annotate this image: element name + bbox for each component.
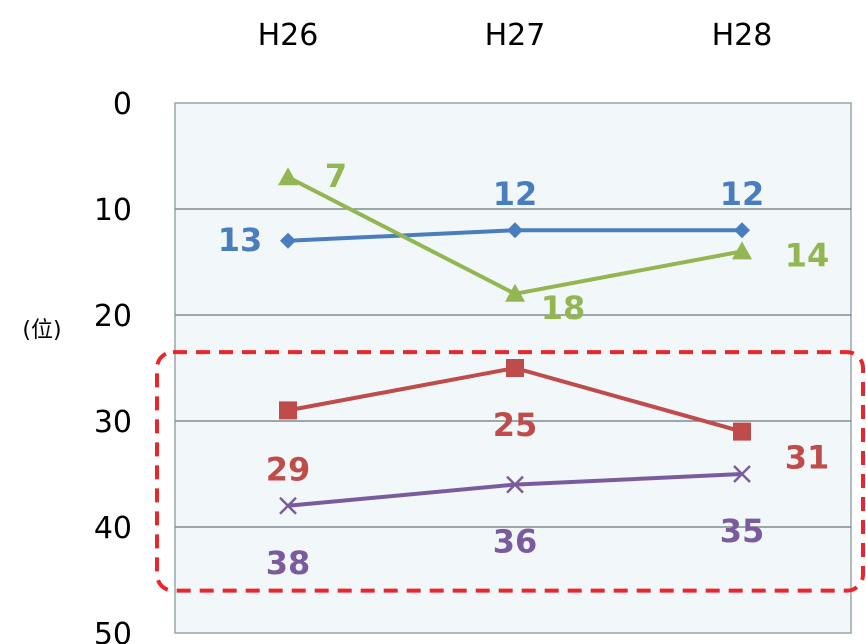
series-1 <box>280 222 750 249</box>
data-point <box>506 475 524 494</box>
data-label: 13 <box>218 221 263 259</box>
y-tick-label: 10 <box>94 193 132 228</box>
data-label: 18 <box>541 289 586 327</box>
highlight-box <box>155 350 865 593</box>
data-label: 12 <box>720 175 765 213</box>
data-point <box>280 232 296 249</box>
data-label: 31 <box>785 439 830 477</box>
series-group <box>278 167 752 515</box>
data-label: 36 <box>493 523 538 561</box>
y-axis-ticks: 0 10 20 30 40 50 <box>94 87 132 644</box>
data-point <box>733 465 751 483</box>
series-3 <box>279 359 751 441</box>
data-label: 25 <box>493 406 538 444</box>
data-label: 12 <box>493 175 538 213</box>
x-category-label: H28 <box>712 18 773 53</box>
data-point <box>733 422 751 441</box>
y-tick-label: 40 <box>94 511 132 546</box>
gridlines <box>175 208 851 528</box>
y-axis-unit-label: (位) <box>22 318 61 343</box>
data-labels: 13 12 12 7 18 14 29 25 31 38 36 35 <box>218 157 830 582</box>
data-label: 14 <box>785 236 830 274</box>
data-point <box>732 241 752 260</box>
series-4 <box>279 465 751 515</box>
data-point <box>279 496 297 515</box>
x-category-label: H26 <box>258 18 319 53</box>
data-label: 7 <box>325 157 347 195</box>
y-tick-label: 50 <box>94 617 132 644</box>
y-tick-label: 20 <box>94 299 132 334</box>
data-label: 29 <box>266 450 311 488</box>
data-label: 38 <box>266 544 311 582</box>
data-point <box>506 359 524 377</box>
data-point <box>279 401 297 420</box>
y-tick-label: 30 <box>94 405 132 440</box>
y-tick-label: 0 <box>113 87 132 122</box>
data-point <box>505 283 525 302</box>
data-point <box>507 222 523 239</box>
series-2 <box>278 167 752 302</box>
data-label: 35 <box>720 512 765 550</box>
x-axis-categories: H26 H27 H28 <box>258 18 773 53</box>
x-category-label: H27 <box>485 18 546 53</box>
data-point <box>278 167 298 186</box>
data-point <box>734 222 750 239</box>
